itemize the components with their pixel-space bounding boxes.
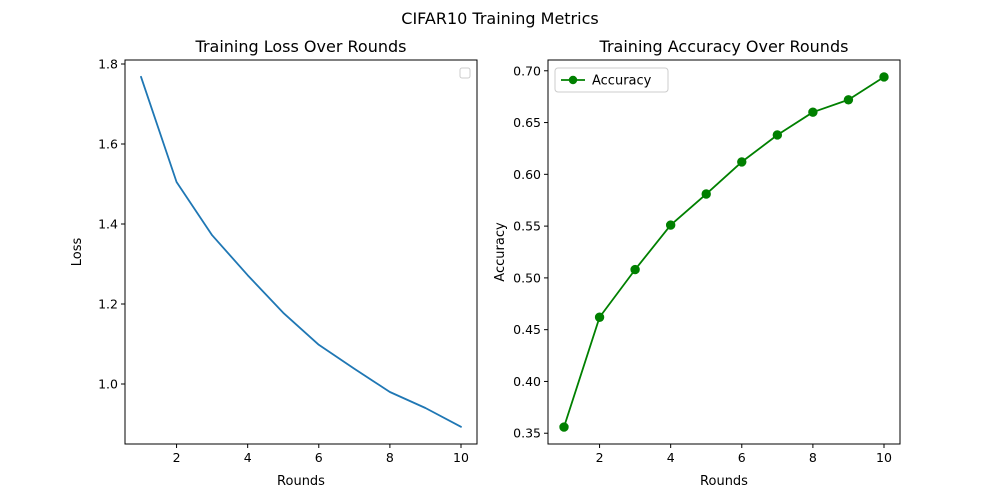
accuracy-y-tick-label: 0.55 xyxy=(513,219,541,234)
figure-suptitle: CIFAR10 Training Metrics xyxy=(401,9,598,28)
accuracy-data-point-5 xyxy=(701,189,711,199)
accuracy-title: Training Accuracy Over Rounds xyxy=(599,37,849,56)
accuracy-y-tick-label: 0.50 xyxy=(513,270,541,285)
accuracy-data-point-8 xyxy=(808,107,818,117)
accuracy-data-point-10 xyxy=(879,72,889,82)
loss-title: Training Loss Over Rounds xyxy=(195,37,407,56)
accuracy-legend-box xyxy=(554,67,669,93)
loss-y-tick-label: 1.8 xyxy=(98,57,118,72)
loss-x-tick-label: 4 xyxy=(244,450,252,465)
loss-x-tick-label: 2 xyxy=(173,450,181,465)
accuracy-y-tick-label: 0.70 xyxy=(513,63,541,78)
accuracy-data-point-2 xyxy=(594,312,605,322)
loss-x-tick-label: 8 xyxy=(386,450,394,465)
loss-y-tick-label: 1.4 xyxy=(98,217,118,232)
accuracy-x-axis-label: Rounds xyxy=(700,474,748,489)
accuracy-x-tick-label: 10 xyxy=(876,450,892,465)
accuracy-axes: Training Accuracy Over Rounds 2 4 6 8 10 0.35 0… xyxy=(493,37,901,489)
loss-y-tick-label: 1.0 xyxy=(98,377,118,392)
accuracy-y-tick-label: 0.60 xyxy=(513,167,541,182)
accuracy-data-point-4 xyxy=(665,220,676,230)
accuracy-x-tick-label: 4 xyxy=(667,450,675,465)
accuracy-data-point-1 xyxy=(559,422,569,432)
loss-series-line xyxy=(140,75,462,428)
accuracy-series-line xyxy=(563,76,885,428)
accuracy-x-tick-label: 6 xyxy=(738,450,746,465)
accuracy-legend-marker xyxy=(568,75,578,85)
accuracy-y-tick-label: 0.45 xyxy=(513,322,541,337)
loss-y-tick-label: 1.6 xyxy=(98,137,118,152)
accuracy-legend-label: Accuracy xyxy=(592,74,652,89)
loss-axes-frame xyxy=(124,59,478,445)
accuracy-y-axis-label: Accuracy xyxy=(493,222,508,282)
loss-legend-box xyxy=(459,67,471,79)
loss-y-tick-label: 1.2 xyxy=(98,297,118,312)
accuracy-axes-frame xyxy=(547,59,901,445)
loss-x-tick-label: 6 xyxy=(315,450,323,465)
loss-y-axis-label: Loss xyxy=(70,238,85,267)
accuracy-data-point-3 xyxy=(630,264,640,275)
accuracy-y-tick-label: 0.35 xyxy=(513,426,541,441)
loss-x-tick-label: 10 xyxy=(453,450,469,465)
loss-x-axis-label: Rounds xyxy=(277,474,325,489)
accuracy-data-point-9 xyxy=(843,95,854,105)
accuracy-x-tick-label: 8 xyxy=(809,450,817,465)
accuracy-data-point-7 xyxy=(772,130,783,140)
loss-axes: Training Loss Over Rounds 2 4 6 8 10 1.0 1.2 1.4… xyxy=(70,37,478,489)
accuracy-x-tick-label: 2 xyxy=(596,450,604,465)
accuracy-y-tick-label: 0.40 xyxy=(513,374,541,389)
accuracy-y-tick-label: 0.65 xyxy=(513,115,541,130)
accuracy-data-point-6 xyxy=(737,157,747,167)
